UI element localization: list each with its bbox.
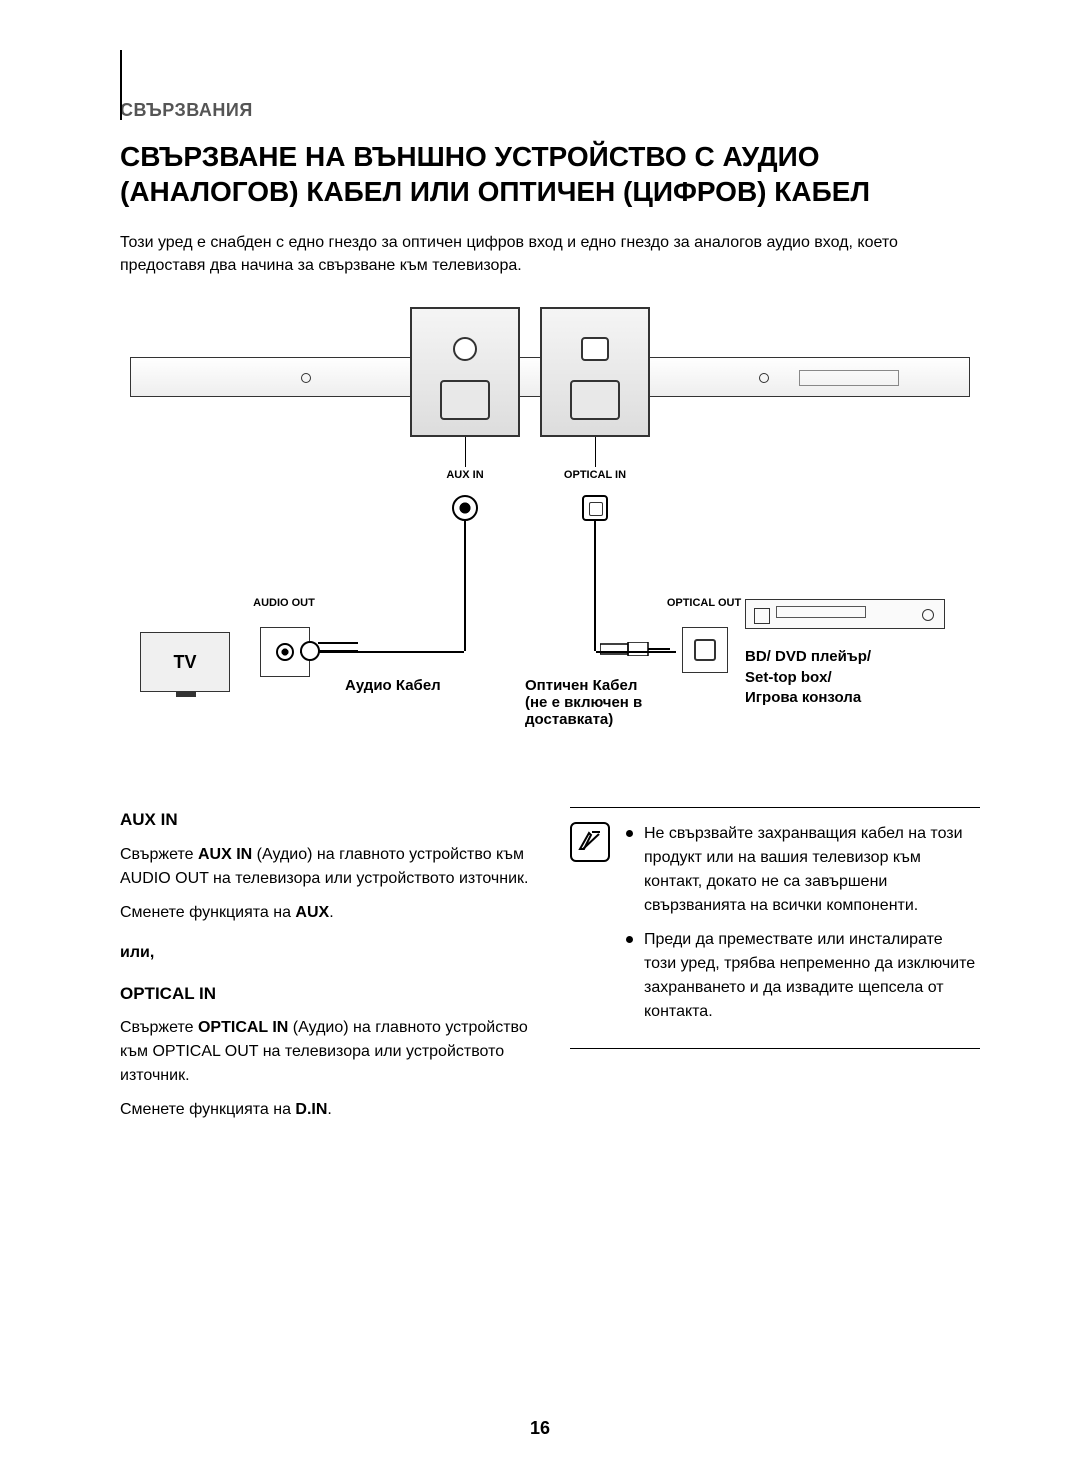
text-bold: AUX IN bbox=[198, 846, 252, 863]
text: Свържете bbox=[120, 846, 198, 863]
aux-end-plug-icon bbox=[318, 642, 358, 652]
note-item: Не свързвайте захранващия кабел на този … bbox=[626, 822, 976, 918]
aux-panel bbox=[410, 307, 520, 437]
text: Сменете функцията на bbox=[120, 1101, 295, 1118]
text: . bbox=[327, 1101, 331, 1118]
optical-panel bbox=[540, 307, 650, 437]
or-separator: или, bbox=[120, 941, 530, 965]
device-line: BD/ DVD плейър/ bbox=[745, 648, 871, 665]
note-item: Преди да премествате или инсталирате тоз… bbox=[626, 928, 976, 1024]
tv-icon: TV bbox=[140, 632, 230, 692]
text-bold: AUX bbox=[295, 904, 329, 921]
text: Свържете bbox=[120, 1019, 198, 1036]
optical-paragraph: Сменете функцията на D.IN. bbox=[120, 1098, 530, 1122]
aux-plug-icon bbox=[452, 495, 478, 521]
bd-dvd-player-icon bbox=[745, 599, 945, 629]
optical-cable-text: Оптичен Кабел bbox=[525, 677, 637, 694]
page: СВЪРЗВАНИЯ СВЪРЗВАНЕ НА ВЪНШНО УСТРОЙСТВ… bbox=[0, 0, 1080, 1172]
note-list: Не свързвайте захранващия кабел на този … bbox=[626, 822, 976, 1024]
audio-cable-label: Аудио Кабел bbox=[345, 677, 441, 694]
optical-paragraph: Свържете OPTICAL IN (Аудио) на главното … bbox=[120, 1016, 530, 1088]
hdmi-port-icon bbox=[440, 380, 490, 420]
text-bold: D.IN bbox=[295, 1101, 327, 1118]
note-icon bbox=[570, 822, 610, 862]
optical-in-heading: OPTICAL IN bbox=[120, 981, 530, 1007]
text: . bbox=[329, 904, 333, 921]
right-column: Не свързвайте захранващия кабел на този … bbox=[570, 807, 980, 1132]
page-title: СВЪРЗВАНЕ НА ВЪНШНО УСТРОЙСТВО С АУДИО (… bbox=[120, 139, 980, 209]
margin-rule bbox=[120, 50, 122, 120]
note-box: Не свързвайте захранващия кабел на този … bbox=[570, 807, 980, 1049]
optical-cable-note: (не е включен в доставката) bbox=[525, 694, 642, 728]
optical-cable-line bbox=[594, 521, 596, 651]
disc-tray-icon bbox=[776, 606, 866, 618]
intro-paragraph: Този уред е снабден с едно гнездо за опт… bbox=[120, 231, 980, 277]
page-number: 16 bbox=[0, 1418, 1080, 1439]
section-label: СВЪРЗВАНИЯ bbox=[120, 100, 980, 121]
external-device-label: BD/ DVD плейър/ Set-top box/ Игрова конз… bbox=[745, 647, 871, 708]
aux-paragraph: Свържете AUX IN (Аудио) на главното устр… bbox=[120, 843, 530, 891]
optical-in-label: OPTICAL IN bbox=[555, 469, 635, 481]
text: Сменете функцията на bbox=[120, 904, 295, 921]
device-line: Set-top box/ bbox=[745, 669, 832, 686]
soundbar-slot bbox=[799, 370, 899, 386]
optical-plug-icon bbox=[582, 495, 608, 521]
text-bold: OPTICAL IN bbox=[198, 1019, 288, 1036]
optical-end-plug-icon bbox=[600, 642, 670, 656]
optical-out-label: OPTICAL OUT bbox=[664, 597, 744, 609]
aux-paragraph: Сменете функцията на AUX. bbox=[120, 901, 530, 925]
aux-cable-line bbox=[464, 521, 466, 651]
hdmi-port-icon bbox=[570, 380, 620, 420]
left-column: AUX IN Свържете AUX IN (Аудио) на главно… bbox=[120, 807, 530, 1132]
leader-line bbox=[465, 437, 466, 467]
aux-jack-icon bbox=[453, 337, 477, 361]
aux-in-heading: AUX IN bbox=[120, 807, 530, 833]
optical-cable-label: Оптичен Кабел (не е включен в доставката… bbox=[525, 677, 680, 728]
instruction-columns: AUX IN Свържете AUX IN (Аудио) на главно… bbox=[120, 807, 980, 1132]
leader-line bbox=[595, 437, 596, 467]
device-line: Игрова конзола bbox=[745, 689, 861, 706]
audio-out-label: AUDIO OUT bbox=[248, 597, 320, 609]
optical-out-port-icon bbox=[682, 627, 728, 673]
connection-diagram: AUX IN OPTICAL IN AUDIO OUT OPTICAL OUT … bbox=[130, 297, 970, 777]
optical-jack-icon bbox=[581, 337, 609, 361]
aux-in-label: AUX IN bbox=[425, 469, 505, 481]
